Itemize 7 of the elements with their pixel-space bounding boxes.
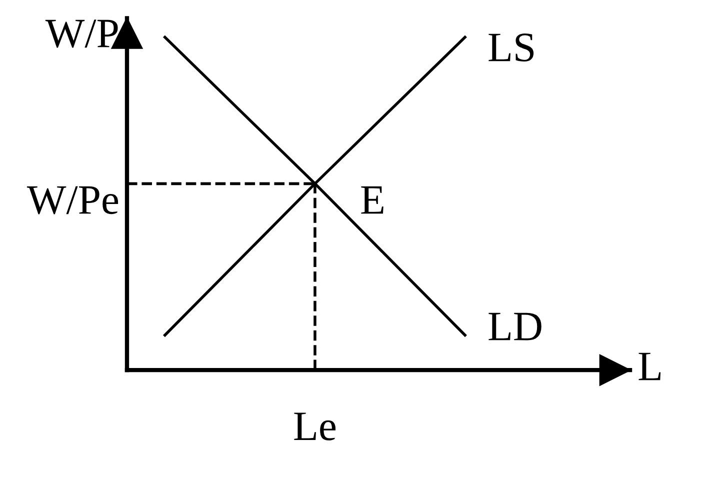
ref-line-label: W/Pe bbox=[26, 186, 118, 214]
text: Le bbox=[294, 412, 336, 440]
y-axis-title: W/P bbox=[45, 20, 118, 48]
x-axis-title: L bbox=[638, 352, 661, 380]
annotation: E bbox=[361, 186, 384, 214]
series-label: LD bbox=[488, 312, 542, 340]
series-label: LS bbox=[488, 34, 534, 62]
